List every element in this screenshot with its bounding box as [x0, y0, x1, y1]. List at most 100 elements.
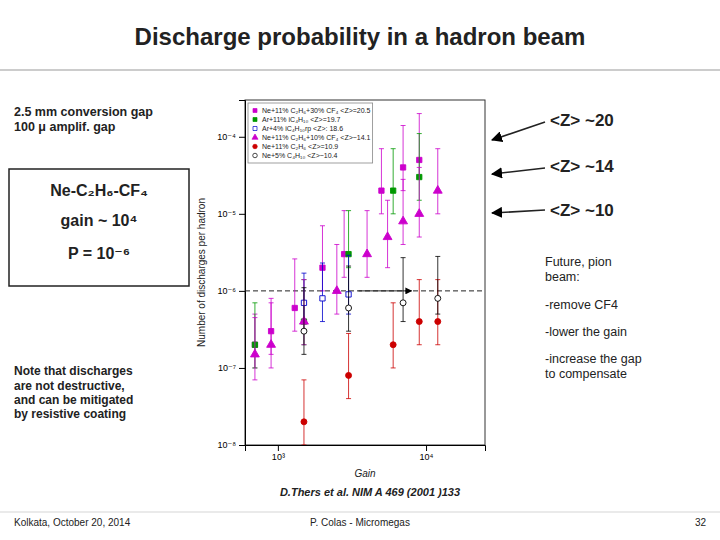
slide: Discharge probability in a hadron beam 2.… — [0, 0, 720, 540]
tick-label: 10³ — [272, 452, 285, 462]
legend-symbol — [253, 118, 257, 122]
legend: Ne+11% C₂H₆+30% CF₄ <Z>=20.5 Ar+11% iC₄H₁… — [248, 103, 373, 163]
tick: 10⁻⁶ — [218, 286, 245, 296]
series — [301, 256, 441, 354]
point — [416, 319, 422, 325]
error-bar — [334, 244, 339, 314]
tick-label: 10⁻⁶ — [218, 286, 237, 296]
annotation: <Z> ~20 — [550, 111, 614, 130]
tick-mark — [239, 291, 245, 292]
tick: 10⁻⁸ — [217, 440, 245, 450]
point — [250, 349, 259, 357]
legend-frame — [248, 103, 373, 163]
series — [252, 134, 422, 368]
point — [383, 232, 392, 240]
annotation: <Z> ~10 — [550, 201, 614, 220]
legend-symbol — [253, 144, 258, 149]
point — [301, 328, 307, 334]
error-bar — [301, 288, 306, 355]
error-bar — [401, 258, 406, 322]
point — [320, 296, 325, 301]
point — [301, 419, 307, 425]
legend-entry: Ne+11% C₂H₆ <Z>=10.9 — [253, 143, 339, 150]
legend-symbol — [252, 134, 258, 139]
tick-mark — [239, 445, 245, 446]
series — [250, 149, 442, 380]
tick: 10⁻⁴ — [217, 132, 245, 142]
plot-frame — [245, 100, 485, 445]
series — [301, 280, 441, 445]
legend-entry: Ne+11% C₂H₆+10% CF₄ <Z>~14.1 — [252, 134, 371, 141]
legend-symbol — [253, 127, 257, 131]
x-axis-title: Gain — [354, 468, 376, 479]
series — [252, 114, 422, 368]
error-bar — [379, 149, 384, 214]
legend-symbol — [253, 153, 258, 158]
error-bar — [269, 303, 274, 368]
point — [391, 188, 396, 193]
point — [415, 209, 424, 217]
legend-entry: Ar+11% iC₄H₁₀ <Z>=19.7 — [253, 116, 341, 123]
annotation: -remove CF4 — [545, 298, 618, 312]
point — [346, 305, 352, 311]
point — [433, 186, 442, 194]
reference-arrow — [358, 290, 411, 291]
annotation: P = 10⁻⁶ — [68, 245, 130, 262]
reference-line — [245, 290, 485, 291]
annotation-arrow — [492, 122, 545, 140]
tick-mark — [426, 445, 427, 451]
axis-line — [239, 101, 246, 446]
point — [390, 342, 396, 348]
legend-label: Ne+11% C₂H₆+30% CF₄ <Z>=20.5 — [262, 107, 371, 114]
info-box — [9, 169, 189, 286]
annotation: -lower the gain — [545, 325, 627, 339]
legend-symbol — [253, 109, 257, 113]
error-bar — [320, 263, 325, 322]
error-bar — [417, 167, 422, 237]
tick-label: 10⁴ — [420, 452, 434, 462]
plot: 10³10⁴10⁻⁸10⁻⁷10⁻⁶10⁻⁵10⁻⁴GainNumber of … — [196, 100, 486, 479]
legend-label: Ar+11% iC₄H₁₀ <Z>=19.7 — [262, 116, 341, 123]
point — [435, 295, 441, 301]
point — [399, 216, 408, 224]
title: Discharge probability in a hadron beam — [135, 23, 586, 50]
point — [267, 340, 276, 348]
legend-label: Ne+11% C₂H₆ <Z>=10.9 — [262, 143, 338, 150]
point — [332, 286, 341, 294]
tick-label: 10⁻⁴ — [217, 132, 236, 142]
error-bar — [301, 380, 306, 445]
subtitle: 2.5 mm conversion gap100 μ amplif. gap — [14, 105, 153, 134]
tick-label: 10⁻⁵ — [218, 209, 237, 219]
annotation: gain ~ 10⁴ — [61, 212, 138, 229]
tick: 10⁻⁷ — [218, 363, 245, 373]
y-axis: 10⁻⁸ 10⁻⁷ 10⁻⁶ 10⁻⁵ 10⁻⁴ — [217, 101, 245, 451]
annotation-arrow — [492, 168, 545, 174]
point — [379, 188, 384, 193]
series — [301, 255, 351, 321]
error-bar — [435, 149, 440, 214]
tick-mark — [239, 214, 245, 215]
tick-label: 10⁻⁸ — [217, 440, 236, 450]
error-bar — [342, 211, 347, 278]
point — [363, 249, 372, 257]
annotation: Future, pionbeam: — [545, 255, 612, 284]
title-rule — [0, 70, 720, 71]
tick-mark — [278, 445, 279, 451]
tick: 10³ — [272, 445, 285, 462]
background — [0, 0, 720, 540]
point — [346, 372, 352, 378]
annotation-arrow — [492, 210, 545, 213]
x-axis: 10³ 10⁴ — [246, 445, 486, 462]
point — [400, 300, 406, 306]
point — [435, 319, 441, 325]
error-bar — [346, 333, 351, 398]
annotation: 32 — [695, 517, 707, 528]
annotation: Note that dischargesare not destructive,… — [14, 364, 133, 421]
error-bar — [435, 256, 440, 314]
legend-entry: Ne+5% C₄H₁₀ <Z>~10.4 — [253, 152, 338, 159]
error-bar — [417, 280, 422, 345]
tick-label: 10⁻⁷ — [218, 363, 236, 373]
error-bar — [391, 303, 396, 368]
point — [292, 305, 297, 310]
error-bar — [391, 149, 396, 214]
